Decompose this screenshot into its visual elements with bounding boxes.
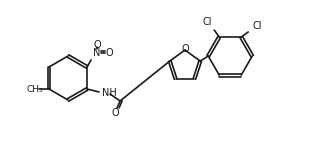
Text: NH: NH	[102, 88, 117, 98]
Text: Cl: Cl	[252, 21, 262, 31]
Text: CH₃: CH₃	[27, 85, 43, 93]
Text: O: O	[111, 108, 119, 118]
Text: O: O	[93, 40, 101, 50]
Text: N: N	[93, 48, 101, 58]
Text: O: O	[105, 48, 113, 58]
Text: O: O	[181, 44, 189, 54]
Text: Cl: Cl	[203, 17, 212, 27]
